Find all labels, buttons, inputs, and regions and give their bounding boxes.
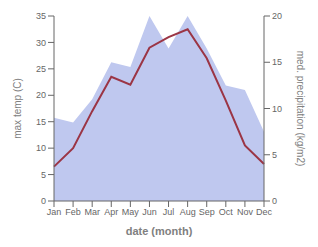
svg-text:5: 5 (272, 150, 277, 160)
svg-text:Mar: Mar (84, 207, 100, 217)
svg-text:Feb: Feb (65, 207, 81, 217)
svg-text:Jan: Jan (47, 207, 62, 217)
svg-text:30: 30 (36, 38, 46, 48)
svg-text:10: 10 (36, 143, 46, 153)
svg-text:Jul: Jul (163, 207, 175, 217)
svg-text:Aug: Aug (180, 207, 196, 217)
svg-text:5: 5 (41, 170, 46, 180)
svg-text:Apr: Apr (104, 207, 118, 217)
svg-text:Sep: Sep (199, 207, 215, 217)
svg-text:0: 0 (41, 196, 46, 206)
svg-text:10: 10 (272, 104, 282, 114)
svg-text:15: 15 (36, 117, 46, 127)
svg-text:Oct: Oct (219, 207, 234, 217)
svg-text:25: 25 (36, 64, 46, 74)
svg-text:med. precipitation (kg/m2): med. precipitation (kg/m2) (295, 51, 306, 167)
svg-text:35: 35 (36, 11, 46, 21)
svg-text:15: 15 (272, 57, 282, 67)
svg-text:May: May (122, 207, 140, 217)
svg-text:Jun: Jun (142, 207, 157, 217)
svg-text:date (month): date (month) (126, 225, 193, 237)
svg-text:Nov: Nov (237, 207, 254, 217)
svg-text:Dec: Dec (256, 207, 273, 217)
svg-text:0: 0 (272, 196, 277, 206)
svg-text:20: 20 (36, 90, 46, 100)
svg-text:max temp (C): max temp (C) (12, 78, 23, 139)
svg-text:20: 20 (272, 11, 282, 21)
